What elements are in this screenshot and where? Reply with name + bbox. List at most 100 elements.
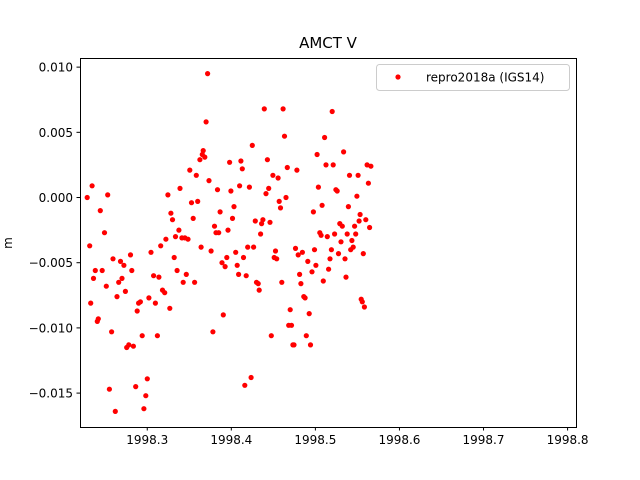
data-point bbox=[234, 262, 240, 268]
data-point bbox=[349, 237, 355, 244]
data-point bbox=[176, 227, 182, 233]
x-tick-label: 1998.3 bbox=[126, 433, 168, 447]
data-point bbox=[122, 288, 128, 294]
data-point bbox=[367, 224, 373, 231]
data-point bbox=[172, 234, 179, 240]
data-point bbox=[248, 374, 254, 381]
y-tick-label: 0.010 bbox=[39, 61, 73, 75]
data-point bbox=[292, 245, 299, 251]
data-point bbox=[190, 215, 196, 221]
data-point bbox=[276, 198, 282, 204]
data-point bbox=[341, 149, 347, 155]
data-point bbox=[119, 275, 125, 281]
data-point bbox=[322, 134, 328, 141]
chart-title: AMCT V bbox=[299, 34, 357, 52]
data-point bbox=[268, 333, 274, 339]
data-point bbox=[174, 267, 180, 274]
x-tick-label: 1998.6 bbox=[378, 433, 420, 447]
data-point bbox=[114, 294, 120, 300]
data-point bbox=[283, 194, 289, 201]
data-point bbox=[307, 342, 314, 348]
data-point bbox=[345, 204, 351, 210]
data-point bbox=[162, 290, 168, 296]
data-point bbox=[103, 283, 109, 289]
data-point bbox=[214, 187, 221, 193]
data-point bbox=[353, 231, 359, 237]
data-point bbox=[342, 256, 348, 262]
data-point bbox=[272, 248, 279, 254]
data-point bbox=[228, 188, 234, 194]
data-point bbox=[133, 384, 139, 390]
data-point bbox=[363, 217, 369, 223]
data-point bbox=[299, 249, 305, 255]
data-point bbox=[361, 304, 367, 310]
data-point bbox=[169, 217, 176, 223]
data-point bbox=[252, 218, 258, 224]
data-point bbox=[354, 193, 360, 199]
data-point bbox=[231, 204, 237, 210]
data-point bbox=[326, 266, 332, 272]
x-tick-label: 1998.8 bbox=[547, 433, 589, 447]
data-point bbox=[210, 329, 216, 335]
data-point bbox=[350, 244, 356, 250]
data-point bbox=[90, 275, 97, 281]
data-point bbox=[188, 200, 195, 206]
data-point bbox=[177, 185, 183, 191]
data-point bbox=[116, 279, 122, 285]
data-point bbox=[156, 274, 162, 280]
y-axis: 0.010 0.005 0.000 −0.005 −0.010 −0.015 bbox=[29, 61, 80, 401]
data-point bbox=[291, 342, 297, 348]
data-point bbox=[249, 142, 255, 148]
data-point bbox=[141, 406, 147, 412]
data-point bbox=[344, 231, 350, 237]
data-point bbox=[266, 185, 272, 191]
data-point bbox=[219, 260, 225, 266]
data-point bbox=[356, 218, 362, 224]
data-point bbox=[360, 251, 366, 257]
data-point bbox=[270, 172, 276, 178]
data-point bbox=[323, 162, 329, 168]
data-point bbox=[355, 172, 361, 178]
data-point bbox=[294, 167, 300, 173]
data-point bbox=[281, 133, 288, 139]
data-point bbox=[335, 251, 342, 257]
data-point bbox=[195, 198, 201, 204]
data-point bbox=[357, 211, 363, 218]
data-point bbox=[171, 254, 177, 261]
data-point bbox=[365, 180, 371, 186]
data-point bbox=[236, 271, 242, 277]
data-point bbox=[137, 299, 143, 305]
y-axis-label: m bbox=[1, 237, 15, 249]
data-point bbox=[309, 269, 315, 275]
data-point bbox=[245, 244, 251, 250]
data-point bbox=[95, 316, 101, 322]
data-point bbox=[192, 279, 198, 285]
data-point bbox=[303, 333, 309, 339]
legend-marker bbox=[395, 74, 401, 80]
data-point bbox=[233, 249, 239, 255]
data-point bbox=[277, 205, 284, 211]
data-point bbox=[261, 106, 267, 112]
data-point bbox=[152, 300, 158, 306]
data-point bbox=[198, 244, 204, 250]
data-point bbox=[97, 208, 103, 214]
data-point bbox=[227, 159, 233, 165]
data-point bbox=[129, 267, 135, 274]
x-tick-label: 1998.7 bbox=[463, 433, 505, 447]
data-point bbox=[187, 167, 193, 173]
data-point bbox=[310, 209, 316, 215]
data-point bbox=[352, 223, 358, 229]
data-point bbox=[315, 184, 321, 190]
y-tick-label: 0.000 bbox=[39, 191, 73, 205]
data-point bbox=[88, 300, 94, 306]
data-point bbox=[287, 307, 293, 313]
data-point bbox=[240, 254, 247, 261]
data-point bbox=[163, 236, 169, 242]
data-point bbox=[225, 227, 231, 233]
data-point bbox=[251, 244, 257, 250]
data-point bbox=[246, 184, 252, 190]
points-layer bbox=[84, 71, 374, 414]
data-point bbox=[200, 148, 206, 154]
data-point bbox=[237, 183, 243, 189]
